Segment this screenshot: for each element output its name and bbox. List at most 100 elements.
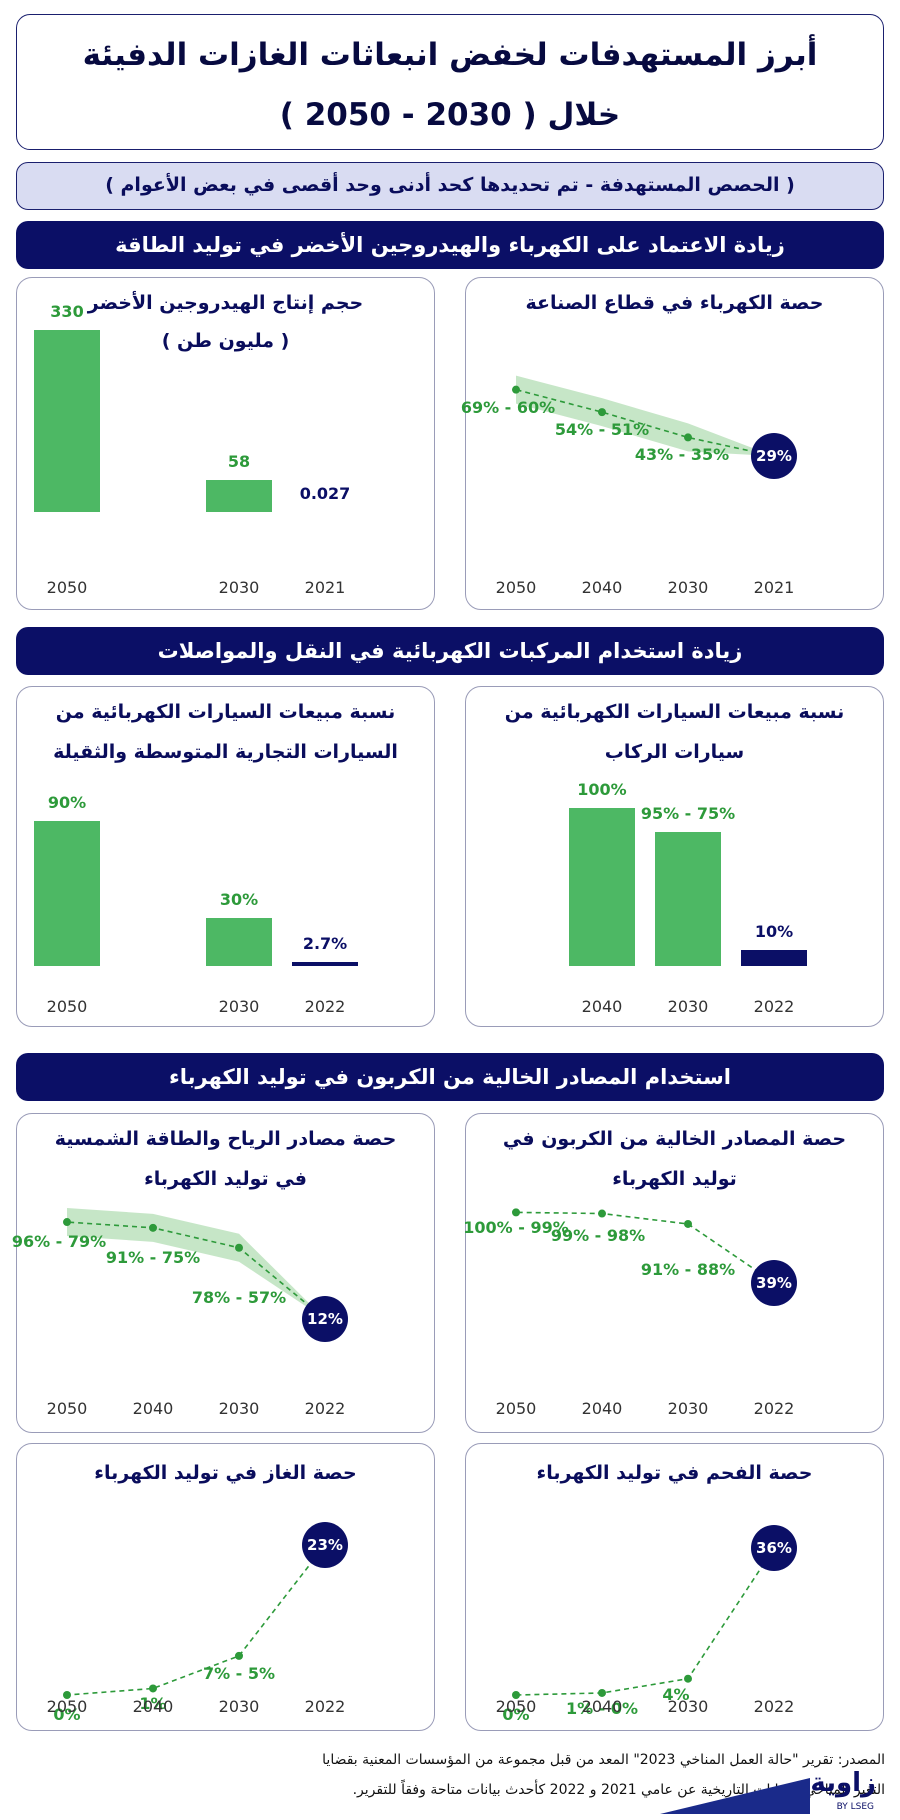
card-title: نسبة مبيعات السيارات الكهربائية من (504, 701, 845, 723)
page-title-years: خلال ( 2030 - 2050 ) (279, 97, 621, 133)
data-label: 0.027 (299, 483, 351, 503)
card-industry-electricity: حصة الكهرباء في قطاع الصناعة 29% 43% - 35… (461, 277, 884, 610)
x-tick-label: 2022 (753, 997, 795, 1016)
x-tick-label: 2040 (581, 1697, 623, 1716)
section-transport: زيادة استخدام المركبات الكهربائية في الن… (16, 627, 884, 675)
x-tick-label: 2022 (753, 1399, 795, 1418)
source-line-2: التغير المناخي. البيانات التاريخية عن عا… (352, 1782, 885, 1798)
data-point (684, 1219, 692, 1228)
series-line (66, 1544, 326, 1696)
card-title-line2: في توليد الكهرباء (144, 1168, 307, 1190)
card-title: حصة مصادر الرياح والطاقة الشمسية (54, 1128, 397, 1150)
x-tick-label: 2050 (495, 1697, 537, 1716)
data-label: 330 (50, 302, 84, 321)
data-point (598, 408, 606, 417)
highlight-value: 36% (751, 1525, 797, 1572)
card-title: حصة المصادر الخالية من الكربون في (502, 1128, 847, 1150)
card-green-hydrogen: حجم إنتاج الهيدروجين الأخضر ( مليون طن )… (16, 277, 435, 610)
card-title-line2: توليد الكهرباء (612, 1168, 737, 1190)
card-ev-passenger: نسبة مبيعات السيارات الكهربائية من سيارا… (465, 686, 884, 1027)
x-tick-label: 2050 (46, 997, 88, 1016)
data-label: 99% - 98% (550, 1225, 646, 1245)
data-label: 4% (662, 1684, 690, 1704)
logo-swoosh-icon (660, 1778, 810, 1814)
bar (292, 961, 358, 966)
card-subtitle: ( مليون طن ) (161, 330, 290, 352)
data-label: 90% (47, 793, 87, 812)
data-label: 1% (139, 1694, 167, 1714)
card-title: حصة الفحم في توليد الكهرباء (536, 1462, 813, 1484)
card-title-line2: السيارات التجارية المتوسطة والثقيلة (53, 741, 398, 763)
data-label: 43% - 35% (634, 445, 730, 465)
x-tick-label: 2040 (581, 997, 623, 1016)
data-label: 91% - 88% (640, 1259, 736, 1279)
source-note: المصدر: تقرير "حالة العمل المناخي 2023" … (95, 1745, 885, 1805)
highlight-value: 12% (302, 1296, 348, 1342)
bar (206, 480, 272, 512)
page-title: أبرز المستهدفات لخفض انبعاثات الغازات ال… (82, 37, 818, 73)
card-title: نسبة مبيعات السيارات الكهربائية من (55, 701, 396, 723)
data-label: 95% - 75% (640, 803, 736, 823)
x-tick-label: 2030 (218, 1697, 260, 1716)
data-label: 10% (754, 922, 794, 941)
data-point (684, 1674, 692, 1683)
data-point (512, 1208, 520, 1217)
x-tick-label: 2050 (46, 578, 88, 597)
series-line (515, 1211, 775, 1284)
data-label: 69% - 60% (460, 397, 556, 417)
card-carbon-free-share: حصة المصادر الخالية من الكربون في توليد … (463, 1113, 884, 1433)
highlight-value: 39% (751, 1259, 797, 1306)
x-tick-label: 2030 (667, 1697, 709, 1716)
x-tick-label: 2021 (304, 578, 346, 597)
highlight-value: 29% (751, 433, 797, 480)
line-plot (512, 1208, 775, 1284)
data-point (235, 1243, 243, 1252)
card-title: حصة الغاز في توليد الكهرباء (94, 1462, 357, 1484)
data-label: 91% - 75% (105, 1247, 201, 1267)
source-line-1: المصدر: تقرير "حالة العمل المناخي 2023" … (322, 1752, 885, 1768)
data-label: 100% - 99% (463, 1218, 569, 1238)
logo-text: زاوية (810, 1768, 876, 1798)
x-tick-label: 2050 (46, 1697, 88, 1716)
card-title-line2: سيارات الركاب (604, 741, 745, 763)
bar (655, 831, 721, 966)
line-plot (63, 1208, 326, 1320)
data-point (512, 385, 520, 394)
data-label: 58 (227, 452, 251, 471)
x-tick-label: 2040 (132, 1697, 174, 1716)
x-tick-label: 2030 (667, 1399, 709, 1418)
bar (741, 950, 807, 966)
data-label: 0% (53, 1705, 81, 1724)
x-tick-label: 2030 (218, 578, 260, 597)
data-label: 78% - 57% (191, 1287, 287, 1307)
bar (206, 917, 272, 966)
x-tick-label: 2030 (667, 997, 709, 1016)
range-band (67, 1208, 325, 1320)
data-label: 1% - 0% (565, 1698, 639, 1718)
x-tick-label: 2040 (581, 1399, 623, 1418)
subtitle-note: ( الحصص المستهدفة - تم تحديدها كحد أدنى … (16, 162, 884, 210)
x-tick-label: 2022 (304, 1697, 346, 1716)
series-line (515, 1547, 775, 1696)
bar (34, 330, 100, 512)
data-point (598, 1688, 606, 1697)
data-point (63, 1691, 71, 1699)
line-plot (512, 1547, 775, 1699)
x-tick-label: 2030 (218, 997, 260, 1016)
section-power: زيادة الاعتماد على الكهرباء والهيدروجين … (16, 221, 884, 269)
data-label: 54% - 51% (554, 420, 650, 440)
x-tick-label: 2050 (495, 578, 537, 597)
highlight-value: 23% (302, 1522, 348, 1569)
x-tick-label: 2030 (667, 578, 709, 597)
zawya-logo: زاوية BY LSEG (660, 1768, 890, 1816)
range-band (516, 375, 774, 457)
data-label: 2.7% (302, 933, 348, 953)
card-gas-share: حصة الغاز في توليد الكهرباء 23% 7% - 5% 1%… (16, 1443, 435, 1731)
x-tick-label: 2050 (495, 1399, 537, 1418)
data-point (598, 1209, 606, 1218)
line-plot (63, 1544, 326, 1699)
data-point (512, 1691, 520, 1699)
card-wind-solar-share: حصة مصادر الرياح والطاقة الشمسية في تولي… (12, 1113, 435, 1433)
card-ev-commercial: نسبة مبيعات السيارات الكهربائية من السيا… (16, 686, 435, 1027)
x-tick-label: 2030 (218, 1399, 260, 1418)
